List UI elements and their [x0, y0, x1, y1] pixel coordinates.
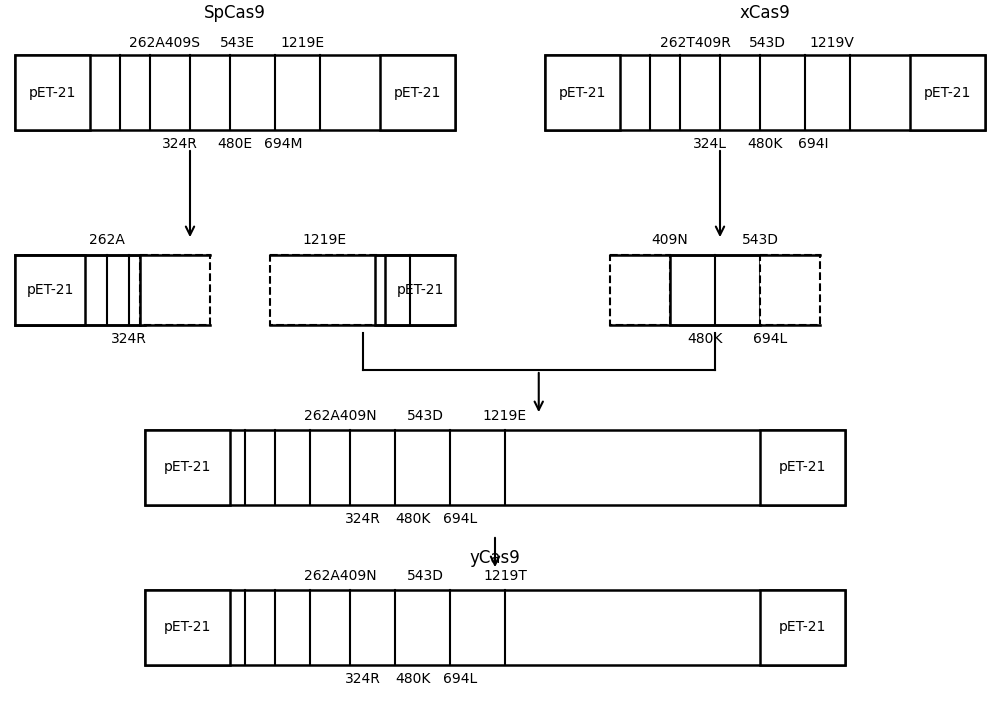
Text: 1219E: 1219E [280, 36, 324, 50]
Bar [385, 255, 455, 325]
Text: 694L: 694L [443, 672, 477, 686]
Text: pET-21: pET-21 [394, 85, 441, 100]
Text: pET-21: pET-21 [924, 85, 971, 100]
Bar [145, 430, 845, 505]
Text: 480K: 480K [747, 137, 783, 151]
Text: pET-21: pET-21 [29, 85, 76, 100]
Bar [760, 430, 845, 505]
Text: 694L: 694L [443, 512, 477, 526]
Bar [145, 430, 230, 505]
Text: SpCas9: SpCas9 [204, 4, 266, 22]
Text: 543D: 543D [742, 233, 778, 247]
Bar [910, 55, 985, 130]
Text: 480K: 480K [395, 512, 431, 526]
Text: pET-21: pET-21 [779, 461, 826, 474]
Bar [760, 255, 820, 325]
Bar [145, 590, 230, 665]
Text: 324R: 324R [345, 672, 381, 686]
Bar [545, 55, 985, 130]
Text: 262A409S: 262A409S [130, 36, 200, 50]
Text: 1219T: 1219T [483, 569, 527, 583]
Text: 324L: 324L [693, 137, 727, 151]
Text: 1219E: 1219E [303, 233, 347, 247]
Text: 480E: 480E [217, 137, 253, 151]
Text: 480K: 480K [687, 332, 723, 346]
Text: 694M: 694M [264, 137, 302, 151]
Bar [270, 255, 380, 325]
Text: 543D: 543D [748, 36, 786, 50]
Text: pET-21: pET-21 [396, 283, 444, 297]
Text: pET-21: pET-21 [559, 85, 606, 100]
Text: pET-21: pET-21 [164, 621, 211, 634]
Bar [610, 255, 670, 325]
Text: 409N: 409N [652, 233, 688, 247]
Text: pET-21: pET-21 [26, 283, 74, 297]
Text: 262A: 262A [89, 233, 125, 247]
Text: 1219E: 1219E [483, 409, 527, 423]
Bar [380, 55, 455, 130]
Text: 262A409N: 262A409N [304, 409, 376, 423]
Bar [670, 255, 760, 325]
Text: 543D: 543D [406, 569, 444, 583]
Text: 543E: 543E [220, 36, 254, 50]
Bar [760, 590, 845, 665]
Text: yCas9: yCas9 [470, 549, 520, 567]
Text: 324R: 324R [345, 512, 381, 526]
Text: xCas9: xCas9 [740, 4, 790, 22]
Text: 324R: 324R [162, 137, 198, 151]
Text: pET-21: pET-21 [779, 621, 826, 634]
Bar [145, 590, 845, 665]
Text: 324R: 324R [111, 332, 147, 346]
Bar [375, 255, 450, 325]
Text: 694L: 694L [753, 332, 787, 346]
Bar [140, 255, 210, 325]
Bar [15, 55, 455, 130]
Bar [15, 55, 90, 130]
Text: pET-21: pET-21 [164, 461, 211, 474]
Bar [15, 255, 145, 325]
Text: 262T409R: 262T409R [660, 36, 730, 50]
Text: 543D: 543D [406, 409, 444, 423]
Text: 480K: 480K [395, 672, 431, 686]
Text: 262A409N: 262A409N [304, 569, 376, 583]
Text: 694I: 694I [798, 137, 828, 151]
Bar [545, 55, 620, 130]
Text: 1219V: 1219V [810, 36, 854, 50]
Bar [15, 255, 85, 325]
